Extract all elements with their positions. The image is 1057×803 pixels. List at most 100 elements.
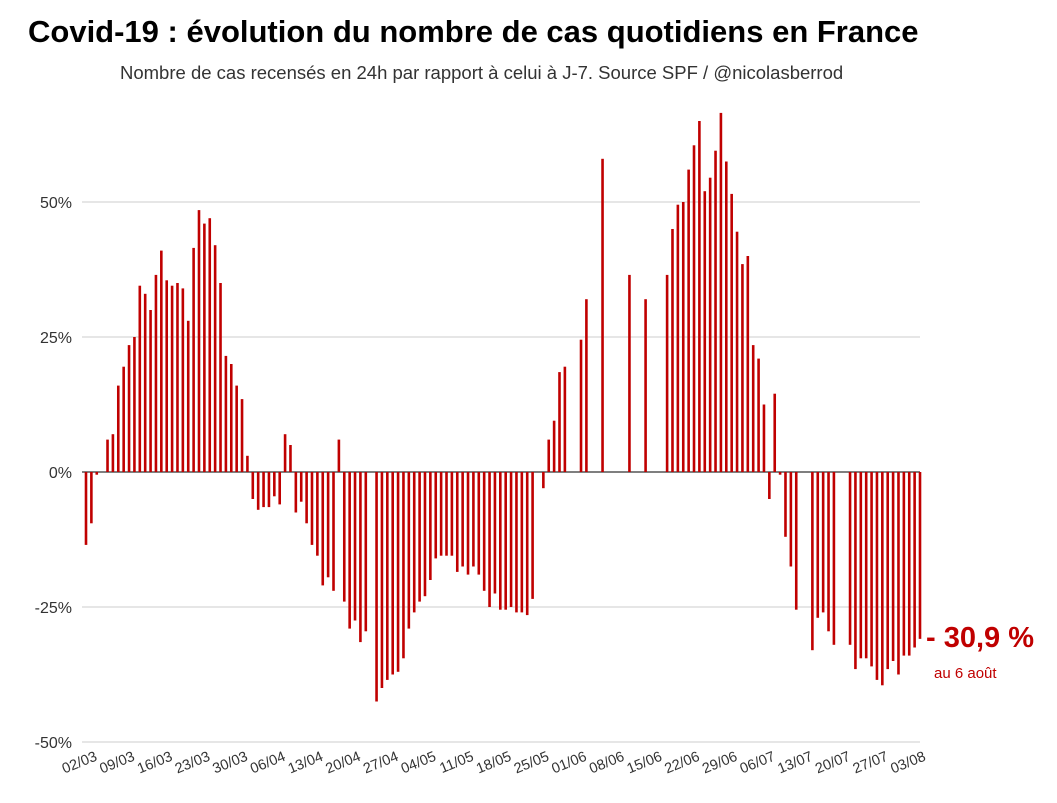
bar [299,472,303,502]
bar [278,472,282,505]
bar [552,420,556,472]
bar [192,247,195,472]
x-tick-label: 20/04 [324,749,364,777]
bar [520,472,524,613]
bar [746,256,750,472]
bar [208,218,212,472]
x-tick-label: 15/06 [625,749,665,777]
bar [106,439,109,472]
bar [326,472,330,578]
bar [692,145,696,473]
bar [213,245,217,472]
bar [708,177,712,472]
bar [310,472,314,545]
bar [181,288,185,472]
bar [671,229,674,472]
bar [316,472,319,556]
bar [687,169,690,472]
bar [455,472,459,572]
bar [493,472,497,594]
x-tick-label: 13/04 [286,749,326,777]
bar [434,472,438,559]
bar [730,193,733,472]
bars [84,112,922,702]
bar [273,472,276,497]
bar [396,472,400,672]
bar [445,472,448,556]
x-tick-label: 29/06 [700,749,740,777]
x-tick-label: 30/03 [211,749,251,777]
bar [122,366,125,472]
x-tick-label: 22/06 [662,749,702,777]
bar [229,364,233,472]
bar [235,385,238,472]
bar [439,472,443,556]
bar [741,264,744,472]
bar [116,385,120,472]
bar [386,472,389,680]
bar [240,399,244,472]
bar [821,472,825,613]
x-tick-label: 06/07 [738,749,778,777]
x-tick-label: 09/03 [98,749,138,777]
bar [359,472,362,643]
bar [149,310,152,472]
x-tick-label: 20/07 [813,749,853,777]
bar [224,355,228,472]
bar [563,366,567,472]
bar [267,472,271,508]
bar [870,472,873,667]
bar [219,283,222,472]
bar [262,472,265,508]
bar [773,393,777,472]
bar [891,472,895,661]
bar [176,283,179,472]
bar [90,472,93,524]
bar [735,231,739,472]
bar [111,434,115,472]
bar [665,274,669,472]
bar [170,285,174,472]
bar [391,472,394,675]
bar [127,345,131,472]
bar [579,339,583,472]
bar [423,472,427,597]
bar [305,472,308,524]
bar [525,472,529,616]
bar [418,472,421,602]
bar [848,472,852,645]
bar [138,285,142,472]
x-tick-label: 06/04 [248,749,288,777]
bar [558,372,561,472]
bar [402,472,405,659]
bar [429,472,432,580]
bar [84,472,88,545]
bar [412,472,416,613]
bar [95,472,99,475]
bar [585,299,588,472]
bar [332,472,335,591]
bar [342,472,346,602]
bar [477,472,481,575]
bar [762,404,766,472]
bar [816,472,820,618]
y-tick-label: -25% [35,600,72,617]
bar [509,472,513,607]
bar [913,472,916,648]
bar [897,472,900,675]
bar [499,472,502,610]
x-tick-label: 04/05 [399,749,439,777]
bar [461,472,464,567]
bar [907,472,911,656]
x-tick-label: 18/05 [474,749,514,777]
bar [703,191,707,472]
bar [789,472,793,567]
y-tick-label: -50% [35,735,72,752]
bar [902,472,906,656]
y-axis: 50% 25% 0% -25% -50% [35,195,72,752]
bar [380,472,384,688]
bar [246,455,249,472]
bar [719,112,723,473]
bar [472,472,475,567]
